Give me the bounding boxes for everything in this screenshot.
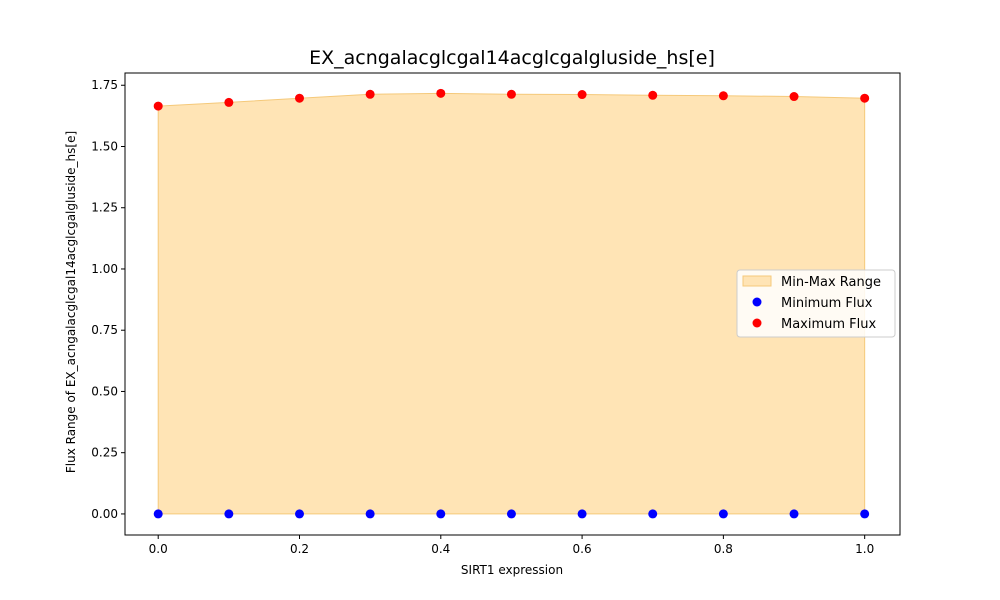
y-tick-label: 0.75 bbox=[91, 323, 118, 337]
minimum-flux-point bbox=[224, 509, 234, 519]
minimum-flux-point bbox=[860, 509, 870, 519]
x-tick-label: 0.2 bbox=[290, 542, 309, 556]
legend-box bbox=[736, 269, 896, 338]
maximum-flux-point bbox=[718, 91, 728, 101]
legend-label-range: Min-Max Range bbox=[781, 275, 881, 290]
maximum-flux-point bbox=[153, 101, 163, 111]
maximum-flux-point bbox=[224, 97, 234, 107]
minimum-flux-point bbox=[789, 509, 799, 519]
minimum-flux-point bbox=[718, 509, 728, 519]
y-tick-label: 1.75 bbox=[91, 78, 118, 92]
x-tick-label: 0.8 bbox=[714, 542, 733, 556]
legend-marker-minimum bbox=[752, 297, 762, 307]
y-tick-label: 1.50 bbox=[91, 139, 118, 153]
plot-area bbox=[153, 88, 870, 519]
x-tick-label: 0.0 bbox=[149, 542, 168, 556]
chart-title: EX_acngalacglcgal14acglcgalgluside_hs[e] bbox=[309, 47, 715, 69]
maximum-flux-point bbox=[365, 89, 375, 99]
y-tick-label: 0.25 bbox=[91, 446, 118, 460]
legend-swatch-range bbox=[742, 275, 772, 287]
legend-label-maximum: Maximum Flux bbox=[781, 317, 877, 332]
maximum-flux-point bbox=[436, 88, 446, 98]
minimum-flux-point bbox=[365, 509, 375, 519]
minimum-flux-point bbox=[153, 509, 163, 519]
maximum-flux-point bbox=[648, 90, 658, 100]
maximum-flux-point bbox=[294, 93, 304, 103]
x-tick-label: 1.0 bbox=[855, 542, 874, 556]
legend-marker-maximum bbox=[752, 318, 762, 328]
x-tick-label: 0.4 bbox=[431, 542, 450, 556]
maximum-flux-point bbox=[506, 89, 516, 99]
y-axis: 0.00 0.25 0.50 0.75 1.00 1.25 1.50 1.75 bbox=[91, 78, 125, 521]
axes-frame bbox=[124, 72, 901, 536]
minimum-flux-point bbox=[436, 509, 446, 519]
maximum-flux-point bbox=[789, 92, 799, 102]
minimum-flux-point bbox=[294, 509, 304, 519]
maximum-flux-point bbox=[860, 93, 870, 103]
x-tick-label: 0.6 bbox=[573, 542, 592, 556]
legend-label-minimum: Minimum Flux bbox=[781, 296, 873, 311]
y-tick-label: 1.25 bbox=[91, 201, 118, 215]
x-axis: 0.0 0.2 0.4 0.6 0.8 1.0 bbox=[149, 535, 874, 556]
y-axis-label: Flux Range of EX_acngalacglcgal14acglcga… bbox=[64, 131, 78, 473]
y-tick-label: 0.50 bbox=[91, 384, 118, 398]
minimum-flux-point bbox=[506, 509, 516, 519]
x-axis-label: SIRT1 expression bbox=[461, 563, 563, 577]
legend: Min-Max Range Minimum Flux Maximum Flux bbox=[736, 269, 896, 338]
y-tick-label: 0.00 bbox=[91, 507, 118, 521]
y-tick-label: 1.00 bbox=[91, 262, 118, 276]
minimum-flux-point bbox=[648, 509, 658, 519]
maximum-flux-point bbox=[577, 90, 587, 100]
minimum-flux-point bbox=[577, 509, 587, 519]
